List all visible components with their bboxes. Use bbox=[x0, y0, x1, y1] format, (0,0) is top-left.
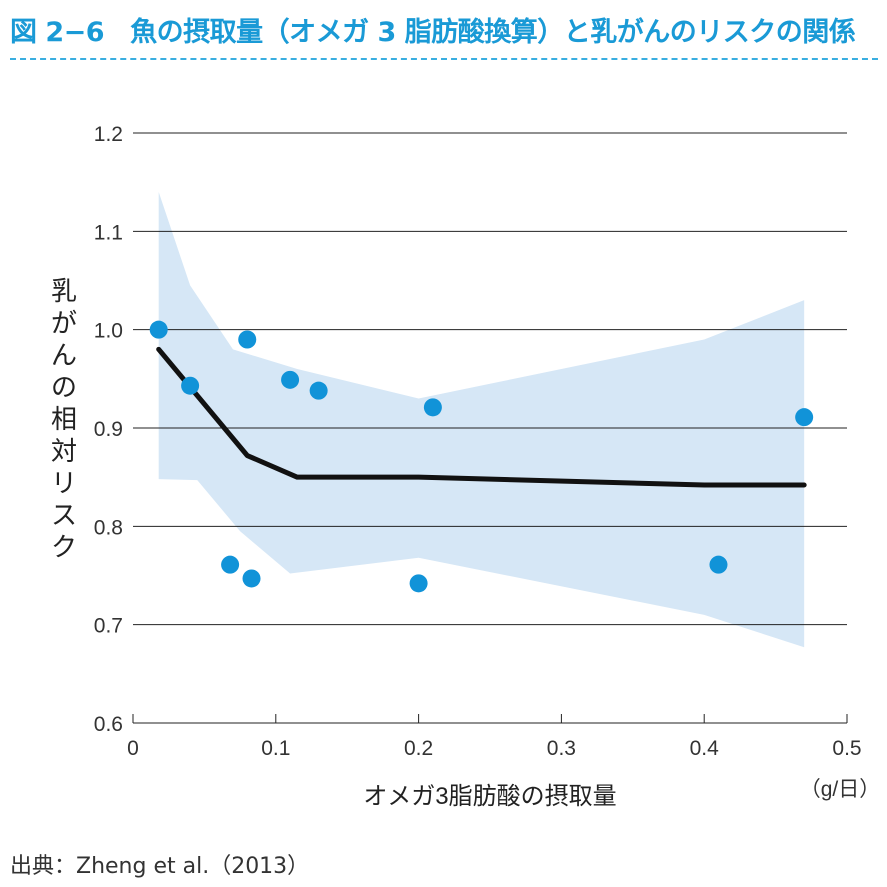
trend-line-layer bbox=[156, 346, 807, 488]
x-tick-label: 0.1 bbox=[261, 737, 290, 760]
source-note: 出典：Zheng et al.（2013） bbox=[10, 854, 310, 879]
y-tick-label: 0.9 bbox=[94, 418, 123, 441]
data-point bbox=[795, 408, 814, 427]
x-axis-unit: （g/日） bbox=[800, 778, 881, 801]
x-tick-label: 0.3 bbox=[547, 737, 576, 760]
x-tick-label: 0 bbox=[127, 737, 139, 760]
confidence-band bbox=[158, 192, 805, 648]
trend-line bbox=[156, 346, 807, 488]
figure-title: 図 2−6 魚の摂取量（オメガ 3 脂肪酸換算）と乳がんのリスクの関係 bbox=[10, 10, 856, 49]
data-point bbox=[309, 381, 328, 400]
confidence-band-layer bbox=[158, 192, 805, 648]
y-tick-label: 1.2 bbox=[94, 123, 123, 146]
y-axis-label: 乳がんの相対リスク bbox=[51, 276, 77, 562]
data-point bbox=[221, 555, 240, 574]
x-tick-label: 0.5 bbox=[832, 737, 861, 760]
data-point bbox=[423, 398, 442, 417]
y-tick-label: 0.7 bbox=[94, 615, 123, 638]
data-point bbox=[238, 330, 257, 349]
axis-labels: オメガ3脂肪酸の摂取量 （g/日） 乳がんの相対リスク bbox=[51, 276, 880, 810]
gridlines: 0.6 0.7 0.8 0.9 1.0 1.1 1.2 bbox=[94, 123, 847, 736]
x-axis-label: オメガ3脂肪酸の摂取量 bbox=[363, 783, 616, 810]
data-point bbox=[149, 320, 168, 339]
y-tick-label: 1.0 bbox=[94, 320, 123, 343]
data-points bbox=[149, 320, 814, 593]
y-tick-label: 1.1 bbox=[94, 221, 123, 244]
data-point bbox=[281, 370, 300, 389]
title-divider bbox=[10, 58, 878, 60]
x-tick-label: 0.4 bbox=[690, 737, 720, 760]
y-tick-label: 0.6 bbox=[94, 713, 123, 736]
data-point bbox=[709, 555, 728, 574]
x-tick-label: 0.2 bbox=[404, 737, 433, 760]
figure-title-text: 魚の摂取量（オメガ 3 脂肪酸換算）と乳がんのリスクの関係 bbox=[130, 17, 856, 48]
data-point bbox=[242, 569, 261, 588]
data-point bbox=[409, 574, 428, 593]
figure-number: 図 2−6 bbox=[10, 17, 105, 48]
data-point bbox=[181, 376, 200, 395]
y-tick-label: 0.8 bbox=[94, 516, 123, 539]
x-axis: 0 0.1 0.2 0.3 0.4 0.5 bbox=[127, 714, 862, 760]
